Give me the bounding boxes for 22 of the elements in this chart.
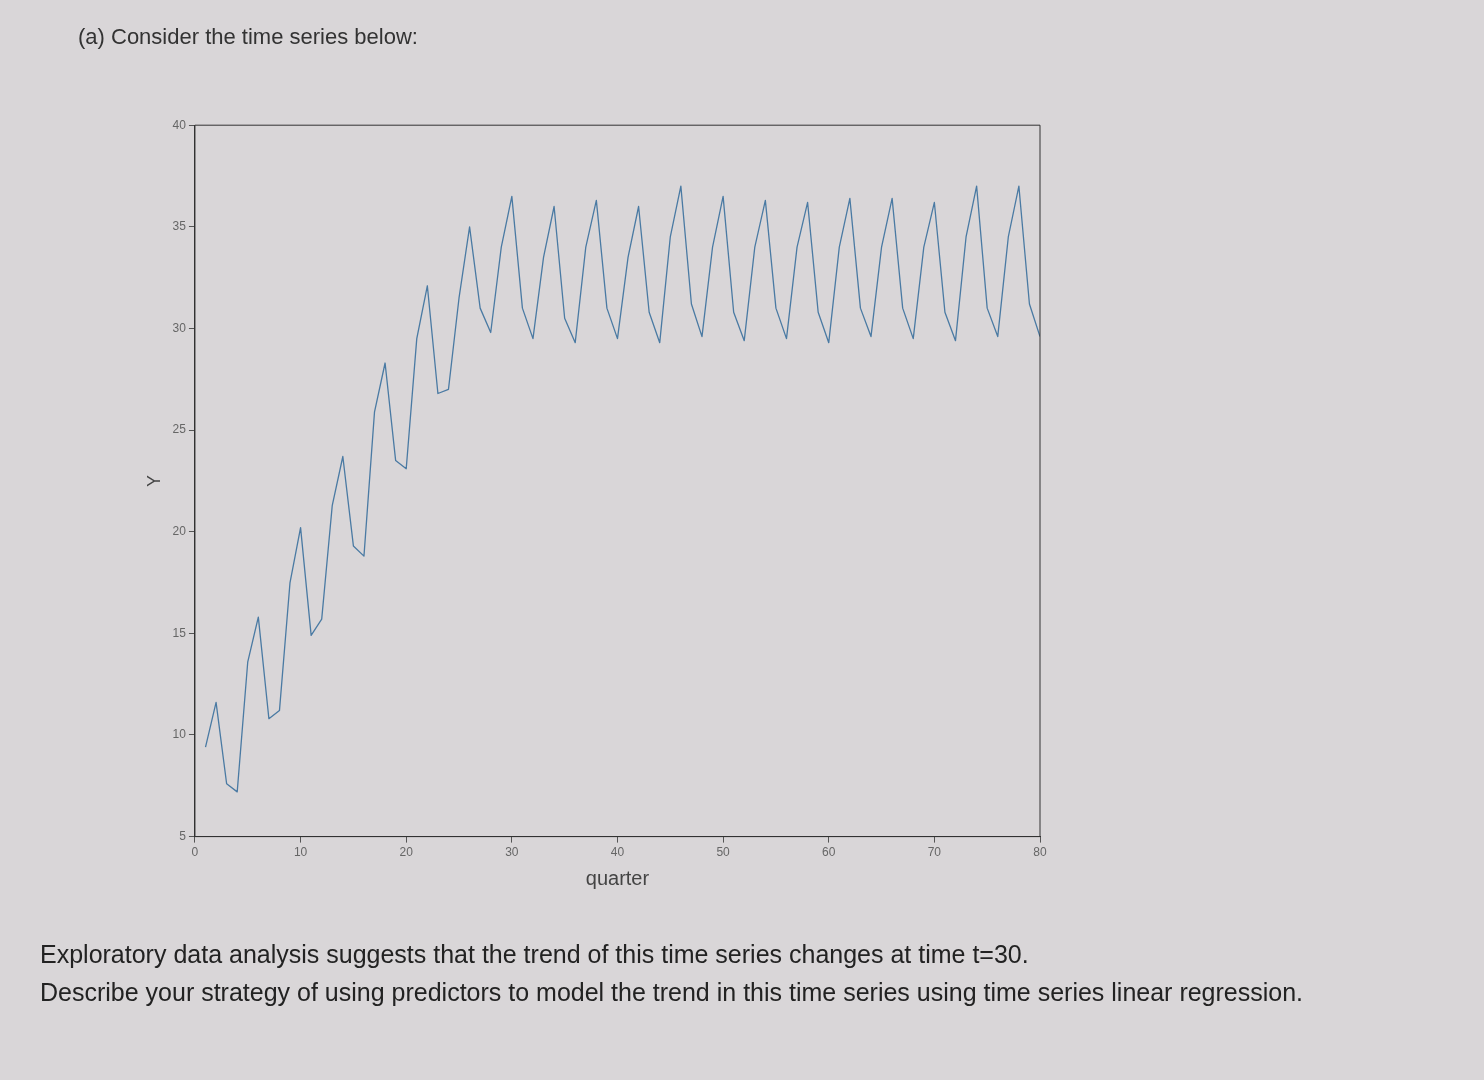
y-axis-title: Y (143, 474, 164, 487)
x-tick-label: 20 (399, 845, 414, 860)
x-axis-title: quarter (585, 866, 650, 889)
text: Exploratory data analysis suggests that the trend of this time series changes at time t=30. (40, 939, 1030, 970)
y-tick-label: 5 (179, 828, 187, 843)
y-tick-label: 40 (172, 117, 187, 132)
y-tick-label: 25 (172, 422, 187, 437)
x-tick-label: 60 (822, 845, 836, 860)
x-tick-label: 80 (1033, 845, 1047, 860)
x-tick-label: 10 (293, 845, 308, 860)
x-tick-label: 0 (191, 845, 199, 860)
y-tick-label: 15 (172, 625, 187, 640)
text: Describe your strategy of using predictors to model the trend in this time series using time series linear regression. (40, 977, 1304, 1008)
y-tick-label: 35 (172, 219, 187, 234)
y-tick-label: 10 (172, 727, 187, 742)
x-tick-label: 40 (610, 845, 625, 860)
x-tick-label: 70 (927, 845, 942, 860)
x-tick-label: 50 (716, 845, 731, 860)
x-tick-label: 30 (505, 845, 519, 860)
y-tick-label: 20 (172, 524, 187, 539)
y-tick-label: 30 (172, 320, 187, 335)
chart-title: (a) Consider the time series below: (78, 24, 418, 50)
